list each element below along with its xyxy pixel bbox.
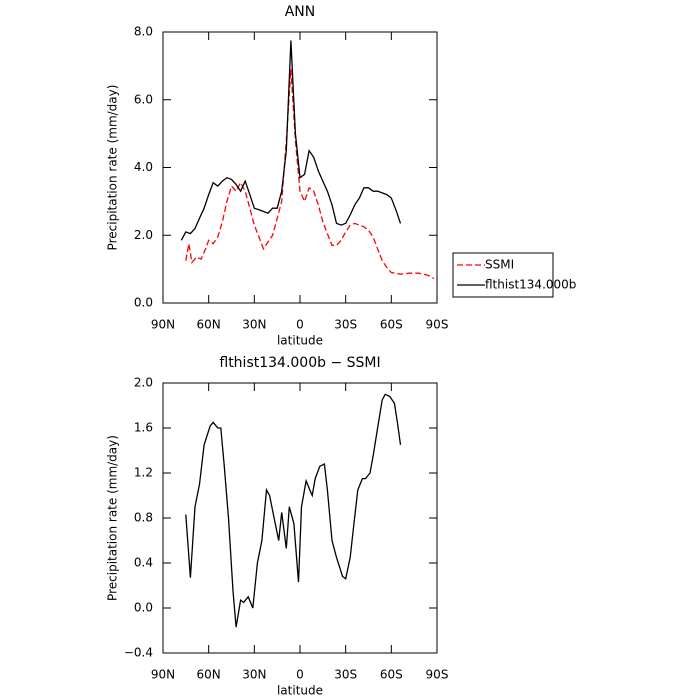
x-tick-label: 60S: [380, 668, 403, 682]
x-tick-label: 90S: [426, 668, 449, 682]
x-axis-label: latitude: [277, 684, 323, 698]
x-tick-label: 60N: [197, 318, 221, 332]
x-axis-label: latitude: [277, 334, 323, 348]
y-axis-label: Precipitation rate (mm/day): [106, 85, 120, 251]
plot-frame: [162, 31, 438, 304]
data-line: [185, 69, 435, 280]
x-tick-label: 30S: [334, 318, 357, 332]
y-tick-label: 2.0: [134, 228, 153, 242]
y-tick-label: 2.0: [134, 376, 153, 390]
x-tick-label: 60S: [380, 318, 403, 332]
y-tick-label: 0.4: [134, 556, 153, 570]
legend-label: SSMI: [485, 258, 514, 272]
plot-frame: [162, 382, 438, 654]
data-line: [180, 40, 402, 241]
y-tick-label: 0.0: [134, 601, 153, 615]
y-tick-label: 4.0: [134, 160, 153, 174]
x-tick-label: 0: [296, 668, 304, 682]
legend-label: flthist134.000b: [485, 278, 576, 292]
x-tick-label: 90S: [426, 318, 449, 332]
x-tick-label: 90N: [151, 318, 175, 332]
y-tick-label: 0.8: [134, 511, 153, 525]
y-tick-label: −0.4: [124, 646, 153, 660]
y-tick-label: 8.0: [134, 25, 153, 39]
y-tick-label: 0.0: [134, 296, 153, 310]
y-axis-label: Precipitation rate (mm/day): [106, 435, 120, 601]
x-tick-label: 90N: [151, 668, 175, 682]
x-tick-label: 30N: [242, 318, 266, 332]
x-tick-label: 60N: [197, 668, 221, 682]
y-tick-label: 1.6: [134, 421, 153, 435]
legend-box: [452, 252, 554, 298]
y-tick-label: 1.2: [134, 466, 153, 480]
x-tick-label: 30N: [242, 668, 266, 682]
x-tick-label: 30S: [334, 668, 357, 682]
y-tick-label: 6.0: [134, 92, 153, 106]
chart-title: flthist134.000b − SSMI: [219, 355, 380, 371]
chart-title: ANN: [285, 4, 316, 20]
data-line: [185, 393, 402, 628]
x-tick-label: 0: [296, 318, 304, 332]
